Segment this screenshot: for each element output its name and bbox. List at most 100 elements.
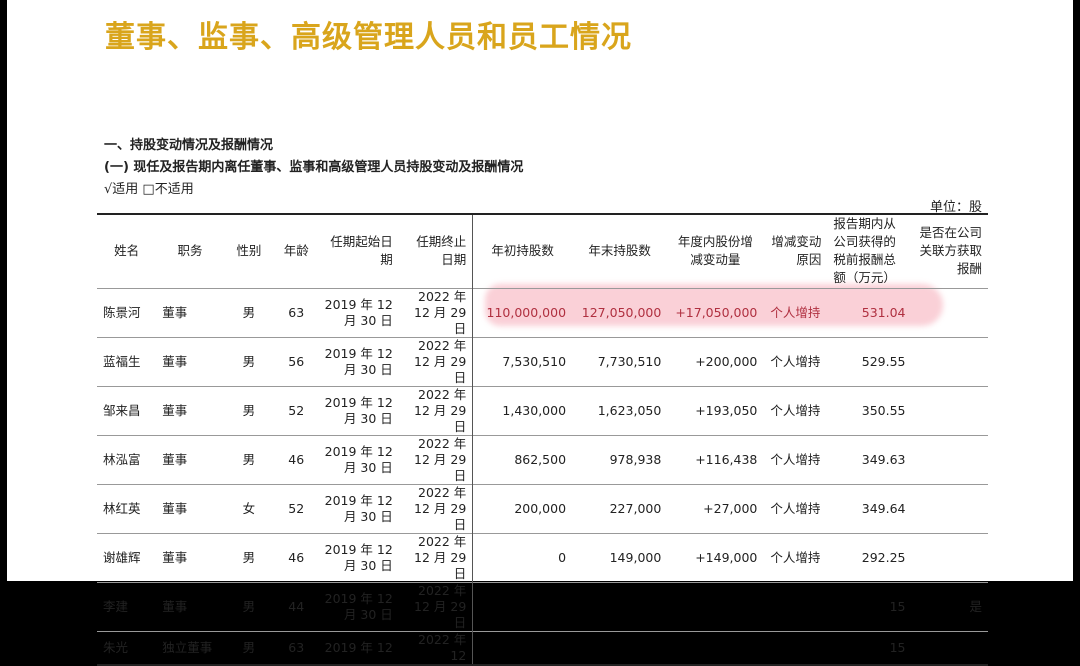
table-cell: 陈景河 <box>103 304 141 320</box>
table-cell: 个人增持 <box>770 451 821 467</box>
table-row: 谢雄辉 董事 男 46 2019 年 12 月 30 日 2022 年 12 月 29 日… <box>97 533 988 582</box>
table-cell: 男 <box>242 402 256 418</box>
table-cell: 个人增持 <box>770 500 821 516</box>
table-cell: 227,000 <box>609 500 662 516</box>
table-cell: 862,500 <box>472 435 573 484</box>
table-cell: +200,000 <box>695 353 758 369</box>
table-cell: 谢雄辉 <box>103 549 141 565</box>
table-cell: 女 <box>242 500 256 516</box>
subsection-heading: (一) 现任及报告期内离任董事、监事和高级管理人员持股变动及报酬情况 <box>104 160 524 175</box>
table-cell: 董事 <box>162 549 188 565</box>
column-header: 增减变动原因 <box>771 234 822 268</box>
table-cell: 46 <box>288 549 305 565</box>
table-cell <box>912 484 988 533</box>
table-cell: 2022 年 12 月 29 日 <box>414 533 467 581</box>
table-cell <box>763 582 827 631</box>
table-cell: 男 <box>242 304 256 320</box>
table-cell: +27,000 <box>703 500 758 516</box>
table-cell <box>572 631 667 665</box>
table-row: 陈景河 董事 男 63 2019 年 12 月 30 日 2022 年 12 月 29 日… <box>97 288 988 337</box>
table-row: 林泓富 董事 男 46 2019 年 12 月 30 日 2022 年 12 月 29 日… <box>97 435 988 484</box>
column-header: 任期起始日期 <box>330 234 393 268</box>
table-cell: 个人增持 <box>770 304 821 320</box>
table-cell: 男 <box>242 353 256 369</box>
section-heading: 一、持股变动情况及报酬情况 <box>104 138 274 153</box>
table-cell: +116,438 <box>695 451 758 467</box>
table-cell: 110,000,000 <box>472 288 573 337</box>
table-cell: 男 <box>242 598 256 614</box>
table-cell: 2022 年 12 月 29 日 <box>414 337 467 385</box>
table-cell: 63 <box>288 304 305 320</box>
table-row: 林红英 董事 女 52 2019 年 12 月 30 日 2022 年 12 月 29 日… <box>97 484 988 533</box>
table-cell: 董事 <box>162 353 188 369</box>
table-cell: 2022 年 12 月 29 日 <box>414 288 467 336</box>
table-cell: 7,530,510 <box>472 337 573 386</box>
table-cell <box>912 435 988 484</box>
table-cell: 是 <box>969 598 982 614</box>
table-cell: 44 <box>288 598 305 614</box>
table-cell: 2022 年 12 <box>418 631 467 663</box>
column-header: 年龄 <box>283 243 309 259</box>
table-cell <box>912 631 988 665</box>
table-cell: 63 <box>288 639 305 655</box>
table-cell: 2019 年 12 月 30 日 <box>324 394 393 426</box>
page-title: 董事、监事、高级管理人员和员工情况 <box>105 20 632 55</box>
table-cell: 朱光 <box>103 639 129 655</box>
table-row: 蓝福生 董事 男 56 2019 年 12 月 30 日 2022 年 12 月 29 日… <box>97 337 988 386</box>
shareholding-table: 姓名 职务 性别 年龄 任期起始日期 任期终止日期 年初持股数 年末持股数 年度内股份增减变动量… <box>97 213 988 666</box>
table-cell: 978,938 <box>609 451 662 467</box>
table-cell: 林红英 <box>103 500 141 516</box>
column-header: 年初持股数 <box>472 214 573 288</box>
table-cell <box>912 386 988 435</box>
table-cell: 56 <box>288 353 305 369</box>
table-cell: 200,000 <box>472 484 573 533</box>
table-cell: +17,050,000 <box>675 304 758 320</box>
column-header: 报告期内从公司获得的税前报酬总额（万元） <box>833 216 896 286</box>
table-cell: 个人增持 <box>770 353 821 369</box>
table-cell: 15 <box>889 598 906 614</box>
table-cell <box>667 631 763 665</box>
table-cell: 董事 <box>162 451 188 467</box>
table-cell <box>912 533 988 582</box>
table-cell: 2022 年 12 月 29 日 <box>414 484 467 532</box>
table-row: 朱光 独立董事 男 63 2019 年 12 2022 年 12 15 <box>97 631 988 665</box>
table-cell: 0 <box>472 533 573 582</box>
table-cell: 2019 年 12 月 30 日 <box>324 345 393 377</box>
table-cell: 349.64 <box>861 500 906 516</box>
table-cell: 7,730,510 <box>597 353 662 369</box>
column-header: 年度内股份增减变动量 <box>677 234 753 268</box>
unit-label: 单位：股 <box>929 200 982 215</box>
table-cell <box>472 631 573 665</box>
column-header: 职务 <box>177 243 203 259</box>
column-header: 是否在公司关联方获取报酬 <box>919 225 982 277</box>
column-header: 任期终止日期 <box>416 234 467 268</box>
table-cell <box>763 631 827 665</box>
table-cell: 蓝福生 <box>103 353 141 369</box>
table-cell: 15 <box>889 639 906 655</box>
table-cell: 董事 <box>162 500 188 516</box>
table-cell: 2019 年 12 月 30 日 <box>324 443 393 475</box>
table-cell: +149,000 <box>695 549 758 565</box>
table-cell: 531.04 <box>861 304 906 320</box>
table-cell: 男 <box>242 639 256 655</box>
table-cell: 1,430,000 <box>472 386 573 435</box>
table-cell: 林泓富 <box>103 451 141 467</box>
table-cell: 个人增持 <box>770 549 821 565</box>
table-cell: +193,050 <box>695 402 758 418</box>
table-cell <box>667 582 763 631</box>
applicable-checkbox-text: √适用 □不适用 <box>104 182 194 197</box>
table-cell <box>472 582 573 631</box>
table-cell: 董事 <box>162 304 188 320</box>
table-cell: 邹来昌 <box>103 402 141 418</box>
table-cell <box>912 337 988 386</box>
table-cell: 1,623,050 <box>597 402 662 418</box>
table-cell <box>912 288 988 337</box>
table-cell: 292.25 <box>861 549 906 565</box>
column-header: 性别 <box>236 243 262 259</box>
table-cell: 46 <box>288 451 305 467</box>
table-cell: 127,050,000 <box>581 304 662 320</box>
table-cell: 独立董事 <box>162 639 213 655</box>
table-cell: 董事 <box>162 598 188 614</box>
document-page: 董事、监事、高级管理人员和员工情况 一、持股变动情况及报酬情况 (一) 现任及报… <box>7 0 1073 665</box>
table-row: 李建 董事 男 44 2019 年 12 月 30 日 2022 年 12 月 29 日 1… <box>97 582 988 631</box>
